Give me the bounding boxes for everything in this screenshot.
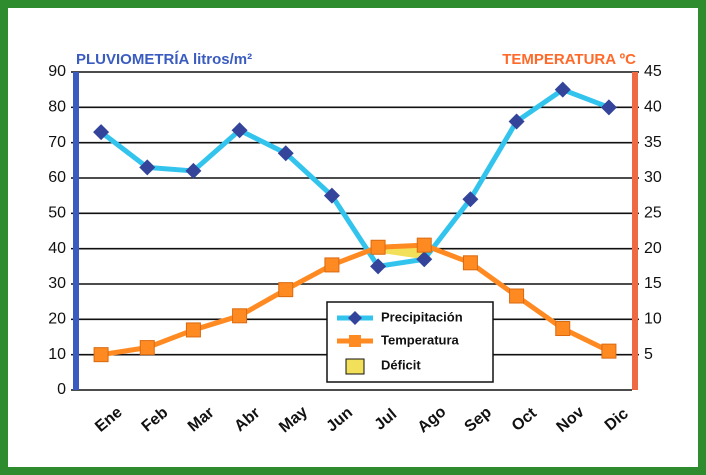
y-tick-label: 80 [48,99,66,116]
point [139,340,155,356]
point [139,159,156,176]
point [555,321,571,337]
legend-marker [349,335,361,347]
left-axis-title: PLUVIOMETRÍA litros/m² [76,51,252,68]
legend-swatch [345,358,365,375]
y2-tick-label: 10 [644,311,662,328]
point [324,257,340,273]
point [231,122,248,139]
point [508,113,525,130]
legend-label: Temperatura [381,332,460,347]
point [601,343,617,359]
y-tick-label: 50 [48,205,66,222]
y2-tick-label: 45 [644,63,662,80]
point [370,258,387,275]
left-axis [73,72,79,390]
legend-marker [348,311,362,325]
y2-tick-label: 25 [644,205,662,222]
point [462,191,479,208]
y-tick-label: 30 [48,275,66,292]
y2-tick-label: 20 [644,240,662,257]
point [323,187,340,204]
point [600,99,617,116]
series-line [99,87,610,269]
legend-label: Déficit [381,357,421,372]
y2-tick-label: 30 [644,169,662,186]
deficit-area [368,245,433,260]
legend: Precipitación Temperatura Déficit [326,301,494,383]
y-tick-label: 40 [48,240,66,257]
y-tick-label: 0 [57,381,66,398]
y2-tick-label: 35 [644,134,662,151]
point [278,282,294,298]
right-axis [632,72,638,390]
y-tick-label: 10 [48,346,66,363]
point [277,145,294,162]
y-tick-label: 70 [48,134,66,151]
point [185,162,202,179]
y2-tick-label: 5 [644,346,653,363]
point [554,81,571,98]
point [370,239,386,255]
point [416,237,432,253]
point [462,255,478,271]
y-tick-label: 60 [48,169,66,186]
y2-tick-label: 40 [644,99,662,116]
y2-tick-label: 15 [644,275,662,292]
series-line [100,242,611,358]
point [232,308,248,324]
right-axis-title: TEMPERATURA ºC [502,51,636,68]
point [93,124,110,141]
point [509,288,525,304]
y-tick-label: 20 [48,311,66,328]
point [93,347,109,363]
point [416,251,433,268]
point [185,322,201,338]
y-tick-label: 90 [48,63,66,80]
legend-label: Precipitación [381,309,463,324]
